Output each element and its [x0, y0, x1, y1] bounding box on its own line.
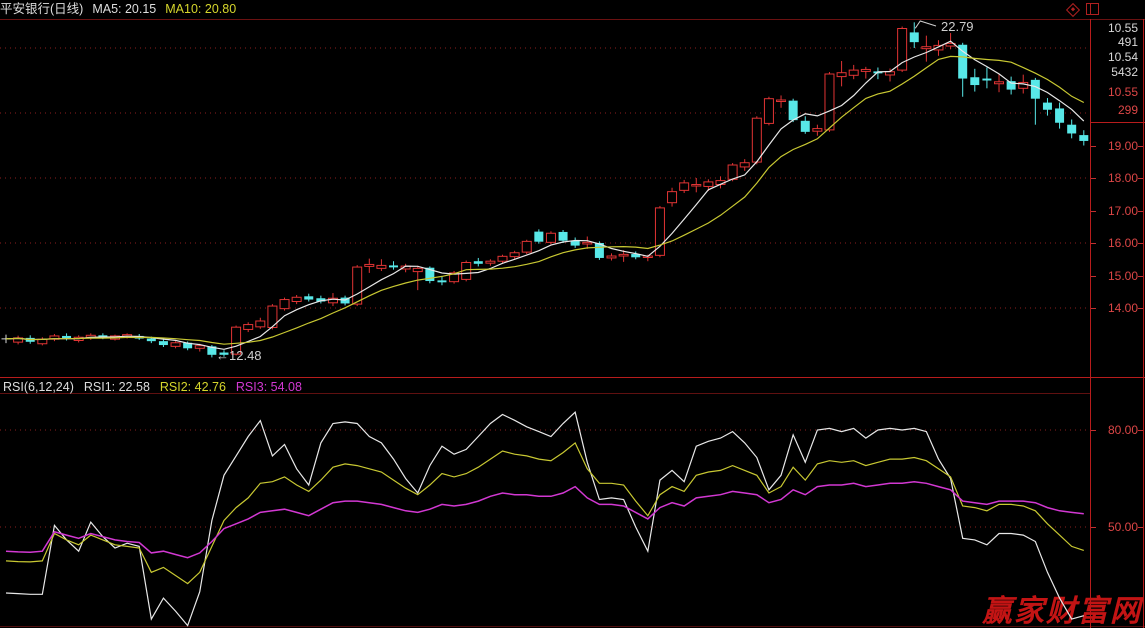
price-axis-tick — [1091, 178, 1096, 179]
quote-value: 10.55 — [1107, 21, 1138, 35]
rsi1-value: RSI1: 22.58 — [83, 380, 150, 394]
rsi-axis-tick — [1138, 430, 1143, 431]
price-axis-tick — [1091, 308, 1096, 309]
window-panel-icon-bar — [1090, 4, 1091, 14]
quote-value: 10.55 — [1107, 85, 1138, 99]
price-axis-tick — [1138, 210, 1143, 212]
price-axis-tick — [1091, 243, 1096, 244]
price-axis-tick — [1091, 275, 1096, 277]
price-axis-tick — [1091, 210, 1096, 212]
rsi-chart-panel[interactable] — [0, 395, 1090, 628]
quote-box-bottom-line — [1090, 122, 1145, 123]
header-separator-line — [0, 19, 1145, 20]
window-panel-icon[interactable] — [1086, 3, 1099, 15]
price-axis-tick — [1138, 275, 1143, 277]
price-axis-label: 14.00 — [1107, 301, 1138, 315]
diamond-icon[interactable] — [1065, 2, 1081, 18]
price-axis-label: 18.00 — [1107, 171, 1138, 185]
stock-title: 平安银行(日线) — [0, 2, 84, 16]
axis-column-border — [1090, 19, 1091, 628]
price-chart-panel[interactable] — [0, 20, 1090, 377]
ma10-value: MA10: 20.80 — [165, 2, 237, 16]
price-axis-label: 16.00 — [1107, 236, 1138, 250]
rsi3-value: RSI3: 54.08 — [235, 380, 302, 394]
price-axis-tick — [1138, 145, 1143, 147]
rsi-header: RSI(6,12,24) RSI1: 22.58 RSI2: 42.76 RSI3: … — [3, 379, 312, 395]
rsi-axis-tick — [1138, 526, 1143, 528]
rsi-axis-tick — [1091, 430, 1096, 431]
price-axis-label: 19.00 — [1107, 138, 1138, 153]
diamond-icon-dot — [1070, 7, 1076, 12]
price-axis-tick — [1138, 243, 1143, 244]
low-price-annotation: ←12.48 — [216, 348, 262, 363]
price-axis-label: 15.00 — [1107, 268, 1138, 283]
high-price-annotation: 22.79 — [941, 19, 974, 34]
quote-value: 491 — [1117, 35, 1138, 49]
rsi-header-separator-line — [0, 393, 1090, 394]
rsi-axis-tick — [1091, 526, 1096, 528]
rsi-indicator-name: RSI(6,12,24) — [3, 380, 74, 394]
price-axis-tick — [1138, 308, 1143, 309]
bottom-border-line — [0, 626, 1145, 627]
quote-value: 5432 — [1111, 65, 1138, 79]
ma5-value: MA5: 20.15 — [92, 2, 157, 16]
rsi2-value: RSI2: 42.76 — [159, 380, 226, 394]
panel-separator-line — [0, 377, 1145, 378]
rsi-axis-label: 50.00 — [1107, 519, 1138, 534]
price-axis-tick — [1091, 145, 1096, 147]
rsi-axis-label: 80.00 — [1107, 423, 1138, 437]
right-edge-border — [1143, 19, 1144, 628]
quote-value: 299 — [1117, 103, 1138, 117]
title-bar: 平安银行(日线) MA5: 20.15 MA10: 20.80 — [0, 0, 1060, 19]
quote-value: 10.54 — [1107, 50, 1138, 64]
price-axis-tick — [1138, 178, 1143, 179]
price-axis-label: 17.00 — [1107, 203, 1138, 218]
